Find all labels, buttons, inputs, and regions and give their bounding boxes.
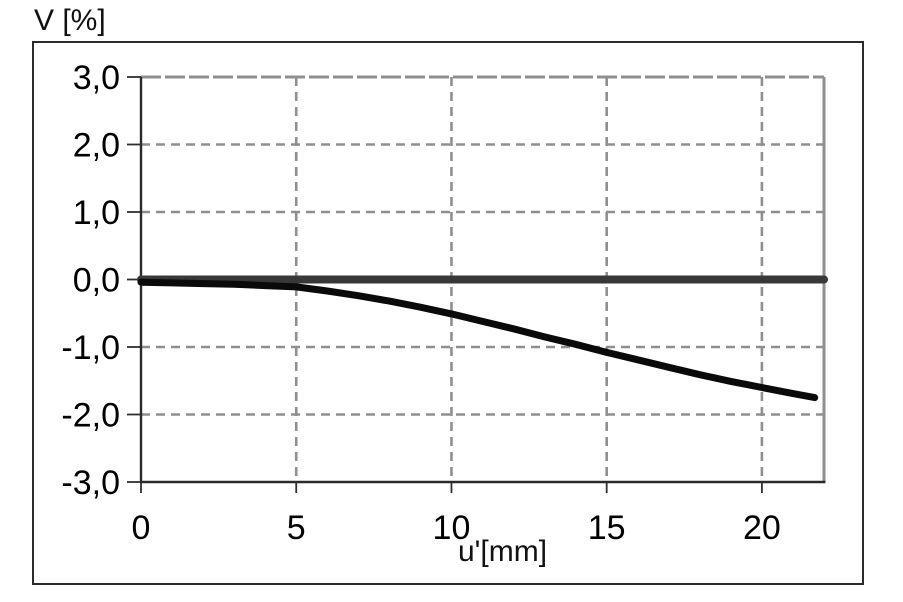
x-tick-label: 5 [287,509,306,547]
y-tick-label: 0,0 [73,262,120,300]
y-tick-label: 1,0 [73,194,120,232]
y-axis-title: V [%] [34,4,106,37]
y-tick-label: -2,0 [61,397,120,435]
x-tick-label: 15 [588,509,626,547]
y-tick-label: -3,0 [61,464,120,502]
v-curve [137,278,819,402]
x-axis-title: u'[mm] [458,535,548,568]
y-tick-label: 2,0 [73,127,120,165]
x-tick-label: 10 [433,509,471,547]
x-tick-label: 20 [743,509,781,547]
y-tick-label: -1,0 [61,329,120,367]
x-tick-label: 0 [132,509,151,547]
y-tick-label: 3,0 [73,59,120,97]
outer-frame [32,41,864,585]
